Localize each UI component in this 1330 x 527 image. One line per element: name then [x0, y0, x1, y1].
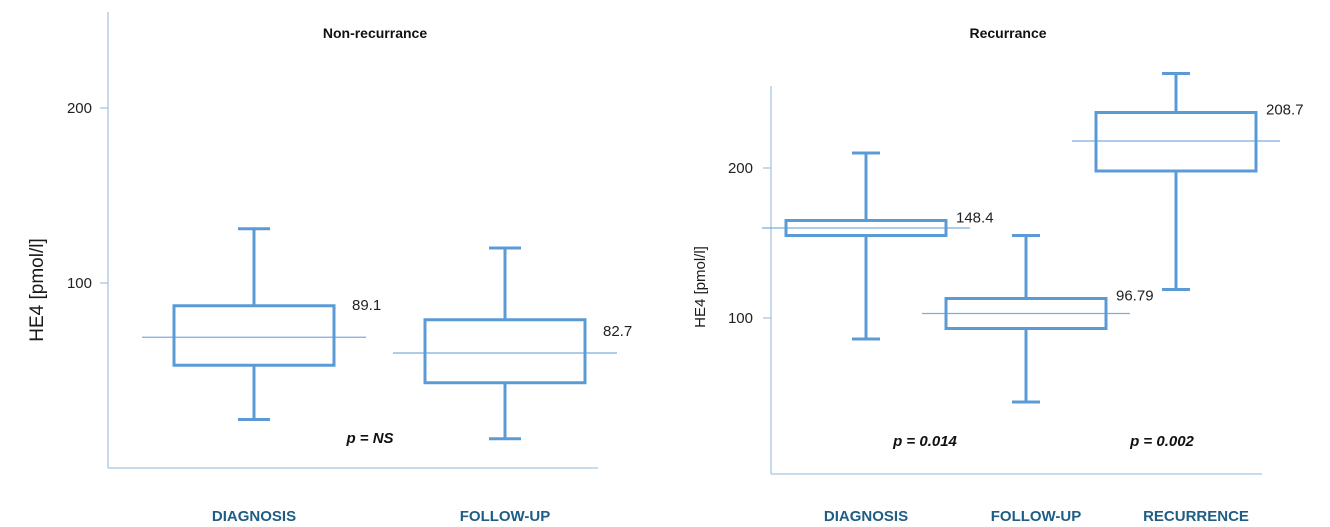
y-tick-label: 200 — [67, 100, 92, 117]
p-value-right-1: p = 0.014 — [892, 433, 957, 450]
value-label: 89.1 — [352, 297, 381, 314]
panel-title-right: Recurrance — [969, 25, 1046, 41]
box-follow-up: 96.79 — [922, 234, 1154, 404]
y-ticks-left: 100 200 — [67, 100, 108, 292]
boxes-left: 89.1 82.7 — [142, 227, 632, 441]
category-label-follow-up-right: FOLLOW-UP — [991, 508, 1082, 525]
iqr-box — [1094, 111, 1258, 173]
y-tick-label: 100 — [728, 310, 753, 327]
box-diagnosis: 89.1 — [142, 227, 381, 421]
box-diagnosis: 148.4 — [762, 151, 994, 341]
axes-right — [770, 86, 1262, 475]
value-label: 82.7 — [603, 323, 632, 340]
iqr-box — [423, 318, 587, 385]
panel-recurrance: Recurrance HE4 [pmol/l] 100 200 148.4 96.7… — [692, 25, 1304, 525]
category-label-follow-up-left: FOLLOW-UP — [460, 508, 551, 525]
box-follow-up: 82.7 — [393, 246, 632, 441]
category-label-diagnosis-left: DIAGNOSIS — [212, 508, 296, 525]
category-label-diagnosis-right: DIAGNOSIS — [824, 508, 908, 525]
y-ticks-right: 100 200 — [728, 160, 771, 327]
panel-title-left: Non-recurrance — [323, 25, 427, 41]
y-tick-label: 200 — [728, 160, 753, 177]
boxes-right: 148.4 96.79 208.7 — [762, 72, 1304, 404]
p-value-left: p = NS — [345, 430, 393, 447]
y-axis-label-right: HE4 [pmol/l] — [692, 246, 709, 328]
category-label-recurrence-right: RECURRENCE — [1143, 508, 1249, 525]
y-axis-label-left: HE4 [pmol/l] — [27, 238, 48, 341]
y-tick-label: 100 — [67, 275, 92, 292]
value-label: 96.79 — [1116, 288, 1154, 305]
iqr-box — [172, 304, 336, 367]
box-recurrence: 208.7 — [1072, 72, 1304, 291]
p-value-right-2: p = 0.002 — [1129, 433, 1194, 450]
value-label: 148.4 — [956, 210, 994, 227]
axes-left — [107, 12, 598, 469]
value-label: 208.7 — [1266, 102, 1304, 119]
